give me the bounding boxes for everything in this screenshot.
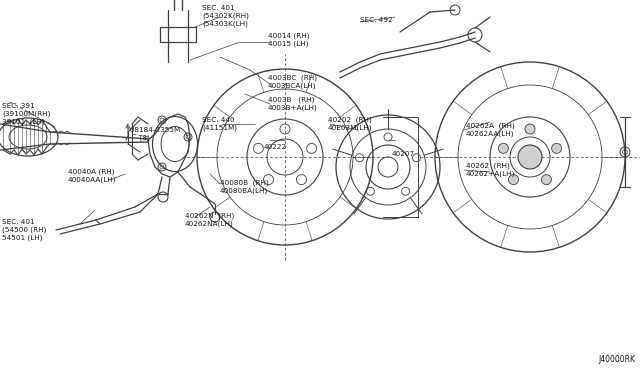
Text: 40262N  (RH)
40262NA(LH): 40262N (RH) 40262NA(LH) [185,213,234,227]
Text: 40262  (RH)
40262+A(LH): 40262 (RH) 40262+A(LH) [466,163,515,177]
Text: J40000RK: J40000RK [598,355,635,364]
Text: 40080B  (RH)
40080BA(LH): 40080B (RH) 40080BA(LH) [220,180,269,194]
Circle shape [552,143,562,153]
Text: SEC. 492: SEC. 492 [360,17,392,23]
Text: 40040A (RH)
40040AA(LH): 40040A (RH) 40040AA(LH) [68,169,116,183]
Text: SEC. 401
(54302K(RH)
(54303K(LH): SEC. 401 (54302K(RH) (54303K(LH) [202,5,249,27]
Text: 4003B   (RH)
4003B+A(LH): 4003B (RH) 4003B+A(LH) [268,97,317,111]
Circle shape [509,174,518,185]
Circle shape [518,145,542,169]
Text: 40222: 40222 [264,144,287,150]
Text: 40014 (RH)
40015 (LH): 40014 (RH) 40015 (LH) [268,33,310,47]
Circle shape [499,143,508,153]
Text: 40207: 40207 [392,151,415,157]
Text: 40262A  (RH)
40262AA(LH): 40262A (RH) 40262AA(LH) [466,123,515,137]
Circle shape [525,124,535,134]
Text: SEC. 391
(39100M(RH)
39101  (LH): SEC. 391 (39100M(RH) 39101 (LH) [2,103,51,125]
Text: SEC. 401
(54500 (RH)
54501 (LH): SEC. 401 (54500 (RH) 54501 (LH) [2,219,46,241]
Circle shape [541,174,552,185]
Text: °08184-2355M
      (8): °08184-2355M (8) [126,127,180,141]
Text: 40202  (RH)
40E02M(LH): 40202 (RH) 40E02M(LH) [328,117,372,131]
Text: 4003BC  (RH)
4003BCA(LH): 4003BC (RH) 4003BCA(LH) [268,75,317,89]
Text: SEC. 440
(41151M): SEC. 440 (41151M) [202,117,237,131]
